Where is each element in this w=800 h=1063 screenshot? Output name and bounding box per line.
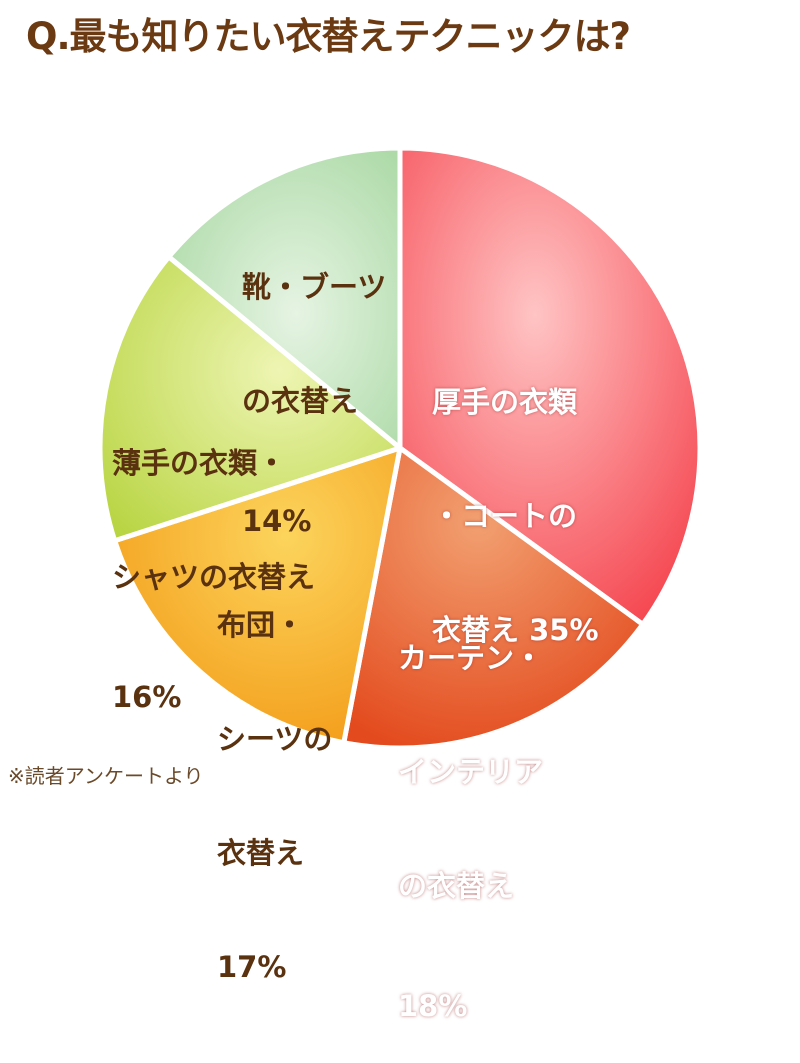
label-line: シャツの衣替え bbox=[112, 560, 316, 594]
label-line: の衣替え bbox=[398, 869, 515, 903]
slice-shirts bbox=[97, 254, 403, 544]
label-line: 17% bbox=[217, 950, 287, 984]
label-line: シーツの bbox=[217, 722, 333, 756]
label-line: 16% bbox=[112, 680, 182, 714]
source-note: ※読者アンケートより bbox=[8, 764, 204, 788]
label-line: 衣替え bbox=[217, 836, 305, 870]
slice-futon bbox=[112, 445, 403, 746]
slice-coat bbox=[397, 145, 703, 627]
label-line: の衣替え bbox=[242, 384, 359, 418]
label-line: インテリア bbox=[398, 755, 544, 789]
slice-label-boots: 靴・ブーツ の衣替え 14% bbox=[242, 192, 386, 578]
label-line: 靴・ブーツ bbox=[242, 270, 387, 304]
label-line: ・コートの bbox=[432, 499, 578, 533]
label-line: 18% bbox=[398, 989, 468, 1023]
label-line: 14% bbox=[242, 504, 312, 538]
label-line: カーテン・ bbox=[398, 641, 544, 675]
label-line: 厚手の衣類 bbox=[432, 385, 578, 419]
slice-boots bbox=[166, 145, 403, 451]
pie-chart bbox=[97, 145, 703, 751]
label-line: 衣替え 35% bbox=[432, 613, 599, 647]
chart-title: Q.最も知りたい衣替えテクニックは? bbox=[26, 15, 631, 58]
slice-label-coat: 厚手の衣類 ・コートの 衣替え 35% bbox=[432, 307, 599, 687]
slice-label-curtain: カーテン・ インテリア の衣替え 18% bbox=[398, 563, 543, 1063]
label-line: 薄手の衣類・ bbox=[112, 446, 287, 480]
label-line: 布団・ bbox=[217, 608, 305, 642]
slice-curtain bbox=[341, 445, 646, 751]
slice-label-shirts: 薄手の衣類・ シャツの衣替え 16% bbox=[112, 368, 315, 754]
